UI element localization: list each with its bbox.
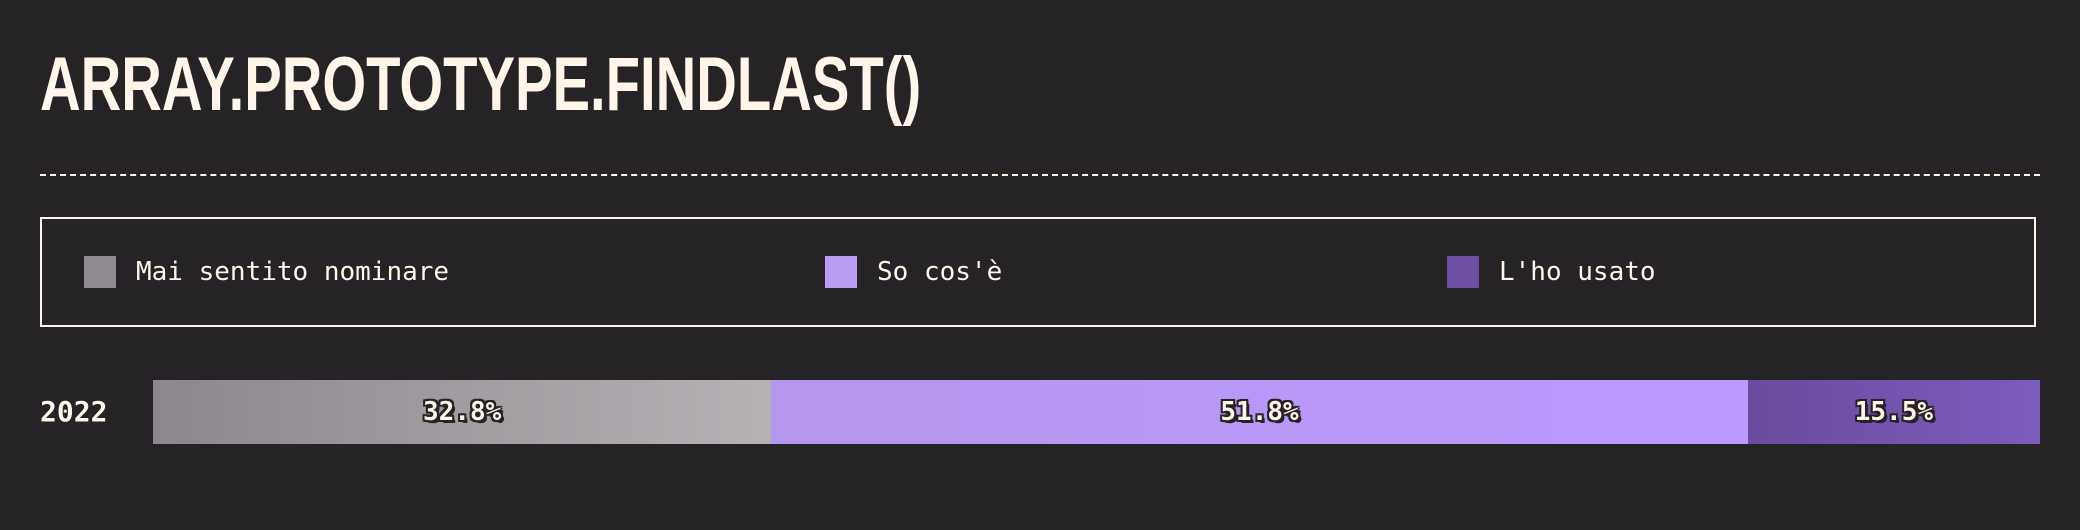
bar-value-label: 32.8% xyxy=(423,397,502,427)
legend-label: Mai sentito nominare xyxy=(136,257,450,287)
legend-swatch xyxy=(1447,256,1479,288)
legend-swatch xyxy=(825,256,857,288)
legend-label: So cos'è xyxy=(877,257,1003,287)
legend-label: L'ho usato xyxy=(1499,257,1656,287)
bar-segment-never-heard[interactable]: 32.8% xyxy=(153,380,772,444)
legend-item-never-heard[interactable]: Mai sentito nominare xyxy=(84,219,449,325)
bar-value-label: 15.5% xyxy=(1854,397,1934,427)
dashed-divider xyxy=(40,174,2040,176)
bar-segment-used-it[interactable]: 15.5% xyxy=(1747,380,2040,444)
stacked-bar-2022: 32.8% 51.8% 15.5% xyxy=(153,380,2040,444)
legend-item-know-what-it-is[interactable]: So cos'è xyxy=(825,219,1002,325)
row-label-2022: 2022 xyxy=(40,395,108,428)
chart-title: ARRAY.PROTOTYPE.FINDLAST() xyxy=(40,42,922,127)
legend-item-used-it[interactable]: L'ho usato xyxy=(1447,219,1656,325)
legend-swatch xyxy=(84,256,116,288)
bar-value-label: 51.8% xyxy=(1220,397,1299,427)
bar-segment-know-what-it-is[interactable]: 51.8% xyxy=(771,380,1748,444)
legend: Mai sentito nominare So cos'è L'ho usato xyxy=(40,217,2036,327)
